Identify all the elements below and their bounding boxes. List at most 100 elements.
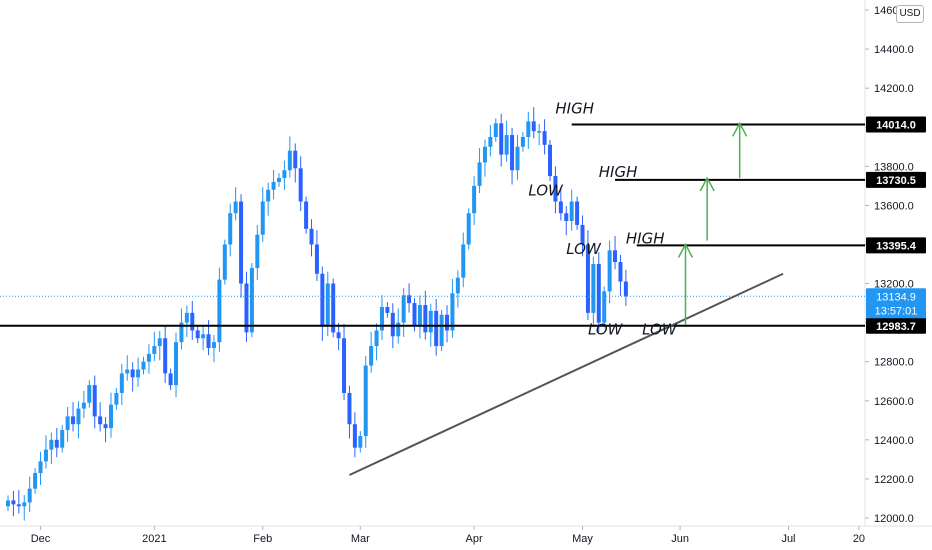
candle-body (347, 392, 352, 425)
candle-body (618, 262, 623, 282)
candle-body (331, 283, 336, 333)
candle-body (27, 488, 32, 503)
candle-body (206, 334, 211, 349)
time-axis[interactable]: Dec 2021 Feb Mar Apr May Jun Jul 20 (31, 526, 865, 545)
candle-body (472, 185, 477, 214)
candle-body (531, 121, 536, 132)
candle-body (11, 500, 16, 505)
candle-body (417, 305, 422, 327)
candle-body (211, 342, 216, 349)
candle-body (602, 291, 607, 323)
arrow-head (699, 176, 715, 192)
price-axis[interactable]: 14600.014400.014200.014000.013800.013600… (865, 5, 926, 525)
candle-body (190, 312, 195, 331)
candle-body (488, 137, 493, 147)
candle-body (314, 244, 319, 274)
candle-body (195, 330, 200, 339)
low-annotation: LOW (566, 240, 602, 258)
candle-body (233, 201, 238, 214)
candle-body (504, 135, 509, 155)
candle-body (65, 416, 70, 431)
candle-body (287, 150, 292, 171)
time-tick-label: 2021 (142, 533, 166, 545)
candle-body (98, 416, 103, 425)
candle-body (352, 424, 357, 448)
level-price-label: 13395.4 (876, 240, 917, 252)
candle-body (358, 435, 363, 448)
candle-body (119, 373, 124, 393)
level-price-tag (866, 116, 926, 133)
candle-body (6, 500, 10, 507)
candle-body (152, 346, 157, 354)
candle-body (239, 201, 244, 284)
candle-body (249, 267, 254, 333)
time-tick-label: Jul (781, 533, 795, 545)
level-price-label: 13730.5 (876, 175, 916, 187)
current-price-tag (866, 288, 926, 319)
candle-body (244, 283, 249, 333)
arrow-head (732, 121, 748, 137)
price-tick-label: 13800.0 (874, 161, 914, 173)
candle-body (260, 201, 265, 235)
candle-body (542, 131, 547, 145)
high-annotation: HIGH (555, 100, 594, 118)
candle-body (130, 369, 135, 378)
currency-button[interactable]: USD (896, 5, 924, 23)
time-tick-label: May (572, 533, 593, 545)
trendline (349, 272, 784, 476)
candle-body (461, 244, 466, 278)
candle-body (201, 334, 206, 339)
candle-body (255, 234, 260, 268)
candle-body (580, 224, 585, 245)
candle-body (43, 449, 48, 462)
candle-body (520, 137, 525, 147)
candle-body (92, 385, 97, 417)
candle-body (374, 330, 379, 347)
price-tick-label: 12600.0 (874, 396, 914, 408)
drawings-layer (0, 121, 865, 476)
candle-body (277, 178, 281, 182)
high-annotation: HIGH (626, 229, 665, 247)
candle-body (222, 244, 227, 280)
candle-body (548, 144, 552, 177)
candle-body (407, 295, 412, 304)
candle-body (71, 416, 76, 425)
candle-body (146, 353, 151, 362)
candle-body (271, 181, 276, 190)
candle-body (515, 146, 520, 171)
candle-body (103, 424, 108, 429)
candle-body (450, 293, 455, 331)
candle-body (499, 123, 504, 155)
candle-body (217, 279, 222, 343)
candle-body (369, 346, 374, 366)
price-tick-label: 13200.0 (874, 279, 914, 291)
candle-body (76, 408, 81, 425)
price-tick-label: 14200.0 (874, 83, 914, 95)
candle-body (174, 342, 179, 386)
candle-body (293, 150, 298, 169)
candle-body (412, 303, 417, 327)
candle-body (537, 131, 542, 133)
level-price-label: 12983.7 (876, 321, 916, 333)
candles-layer (6, 107, 628, 521)
high-annotation: HIGH (599, 163, 638, 181)
candle-body (569, 201, 574, 222)
price-tick-label: 13600.0 (874, 200, 914, 212)
candle-body (179, 322, 184, 343)
price-tick-label: 12200.0 (874, 474, 914, 486)
candle-body (16, 504, 21, 507)
level-price-label: 14014.0 (876, 119, 916, 131)
candle-body (466, 213, 471, 245)
candle-body (510, 135, 515, 171)
candle-body (455, 277, 460, 294)
candle-body (385, 306, 390, 313)
candle-body (168, 373, 173, 386)
candle-body (108, 404, 113, 429)
level-price-tag (866, 171, 926, 188)
candle-body (553, 176, 558, 202)
candle-body (54, 439, 59, 448)
candle-body (49, 439, 54, 450)
candle-body (396, 322, 401, 337)
candle-body (298, 168, 303, 202)
